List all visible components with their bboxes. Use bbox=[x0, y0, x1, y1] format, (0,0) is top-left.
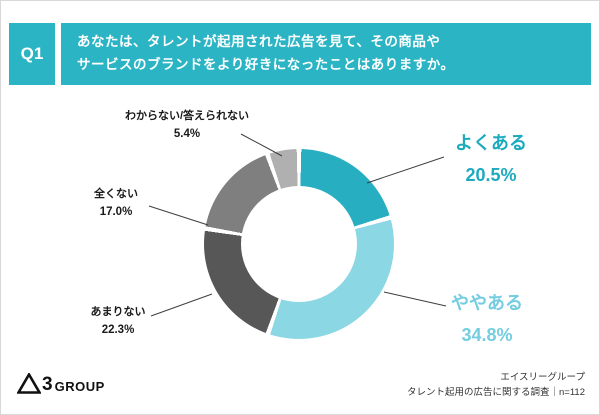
a3-triangle-icon bbox=[17, 373, 41, 394]
callout-wakaranai-label: わからない/答えられない bbox=[124, 110, 250, 122]
callout-yokuaru-value: 20.5% bbox=[465, 165, 517, 185]
source-line2: タレント起用の広告に関する調査｜n=112 bbox=[407, 386, 585, 398]
question-title-banner: あなたは、タレントが起用された広告を見て、その商品や サービスのブランドをより好… bbox=[61, 23, 591, 85]
logo-text: GROUP bbox=[54, 378, 105, 394]
callout-yayaaru: ややある 34.8% bbox=[417, 289, 557, 346]
question-number-badge: Q1 bbox=[9, 23, 55, 85]
callout-amarinai-value: 22.3% bbox=[101, 324, 135, 336]
a3group-logo: 3 GROUP bbox=[17, 373, 105, 394]
question-title-line2: サービスのブランドをより好きになったことはありますか。 bbox=[77, 57, 455, 72]
callout-yayaaru-label: ややある bbox=[451, 293, 523, 313]
callout-amarinai-label: あまりない bbox=[90, 306, 146, 318]
callout-amarinai: あまりない 22.3% bbox=[54, 303, 182, 336]
callout-yokuaru: よくある 20.5% bbox=[421, 129, 561, 186]
callout-mattakunai: 全くない 17.0% bbox=[56, 185, 176, 218]
callout-mattakunai-value: 17.0% bbox=[99, 206, 133, 218]
logo-number: 3 bbox=[42, 374, 53, 395]
question-title-line1: あなたは、タレントが起用された広告を見て、その商品や bbox=[77, 34, 441, 50]
callout-yokuaru-label: よくある bbox=[455, 133, 527, 153]
source-attribution: エイスリーグループ タレント起用の広告に関する調査｜n=112 bbox=[407, 370, 585, 400]
source-line1: エイスリーグループ bbox=[500, 371, 585, 383]
callout-yayaaru-value: 34.8% bbox=[461, 325, 513, 345]
question-number-label: Q1 bbox=[20, 44, 44, 63]
callout-mattakunai-label: 全くない bbox=[94, 188, 138, 200]
callout-wakaranai: わからない/答えられない 5.4% bbox=[99, 107, 275, 140]
donut-chart bbox=[204, 149, 394, 339]
donut-hole bbox=[241, 186, 357, 302]
callout-wakaranai-value: 5.4% bbox=[173, 128, 201, 140]
